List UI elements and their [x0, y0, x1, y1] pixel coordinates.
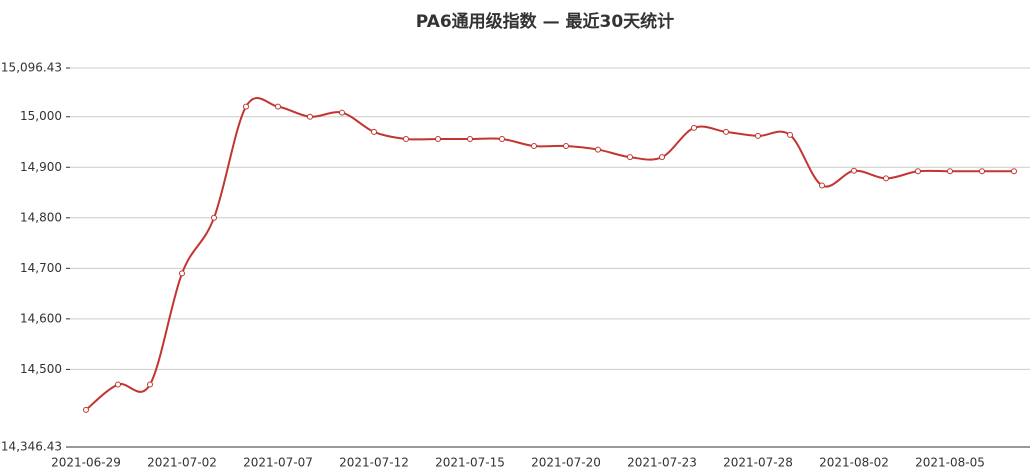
point [915, 168, 921, 175]
x-tick-label: 2021-07-23 [627, 456, 697, 470]
y-tick-label: 15,000 [20, 109, 62, 123]
x-tick-label: 2021-06-29 [51, 456, 121, 470]
point [531, 143, 537, 150]
line [85, 97, 1014, 411]
point [691, 124, 697, 131]
point [467, 135, 473, 142]
point [339, 109, 345, 116]
point [243, 103, 249, 110]
x-tick-label: 2021-07-15 [435, 456, 505, 470]
point [563, 143, 569, 150]
y-tick-label: 14,800 [20, 210, 62, 224]
point [627, 154, 633, 161]
y-tick-label: 14,900 [20, 160, 62, 174]
point [787, 131, 793, 138]
point [659, 154, 665, 161]
point [211, 214, 217, 221]
point [883, 175, 889, 182]
point [979, 168, 985, 175]
point [819, 182, 825, 189]
point [275, 103, 281, 110]
y-tick-label: 14,500 [20, 362, 62, 376]
point [1011, 168, 1017, 175]
x-tick-label: 2021-07-02 [147, 456, 217, 470]
x-tick-label: 2021-08-05 [915, 456, 985, 470]
point [179, 270, 185, 277]
y-tick-label: 14,600 [20, 311, 62, 325]
x-tick-label: 2021-07-07 [243, 456, 313, 470]
point [307, 113, 313, 120]
point [499, 135, 505, 142]
point [435, 135, 441, 142]
x-tick-label: 2021-07-20 [531, 456, 601, 470]
point [371, 128, 377, 135]
point [83, 406, 89, 413]
point [947, 168, 953, 175]
x-tick-label: 2021-07-28 [723, 456, 793, 470]
point [851, 167, 857, 174]
x-tick-label: 2021-08-02 [819, 456, 889, 470]
x-tick-label: 2021-07-12 [339, 456, 409, 470]
y-tick-label: 15,096.43 [1, 61, 62, 75]
point [723, 128, 729, 135]
point [115, 381, 121, 388]
point [595, 146, 601, 153]
point [403, 135, 409, 142]
chart-title: PA6通用级指数 — 最近30天统计 [416, 11, 674, 32]
point [755, 132, 761, 139]
y-tick-label: 14,700 [20, 261, 62, 275]
point [147, 381, 153, 388]
y-tick-label: 14,346.43 [1, 440, 62, 454]
